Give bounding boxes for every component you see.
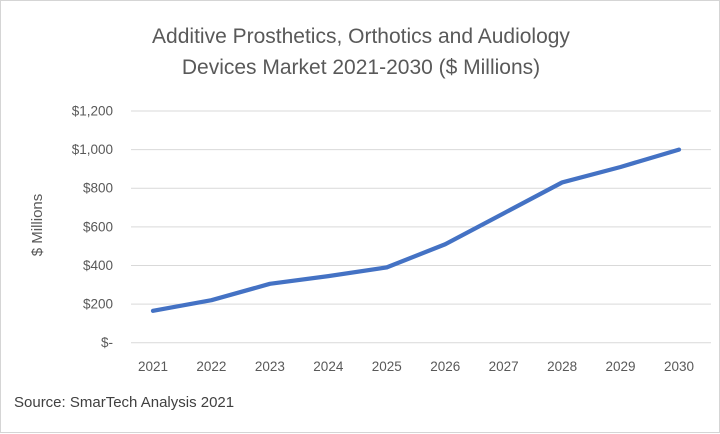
x-tick-label: 2028 [547, 359, 577, 374]
x-tick-label: 2023 [255, 359, 285, 374]
x-tick-label: 2022 [196, 359, 226, 374]
x-tick-label: 2021 [138, 359, 168, 374]
source-note: Source: SmarTech Analysis 2021 [14, 394, 235, 411]
chart-title: Additive Prosthetics, Orthotics and Audi… [1, 21, 720, 83]
y-tick-label: $600 [83, 219, 113, 234]
y-tick-label: $1,000 [72, 142, 113, 157]
x-tick-label: 2024 [313, 359, 344, 374]
chart-title-line-1: Additive Prosthetics, Orthotics and Audi… [152, 25, 570, 48]
y-tick-label: $200 [83, 297, 113, 312]
x-tick-label: 2029 [606, 359, 636, 374]
y-tick-label: $800 [83, 181, 113, 196]
market-trend-line [150, 147, 682, 313]
y-tick-label: $400 [83, 258, 113, 273]
chart-title-line-2: Devices Market 2021-2030 ($ Millions) [181, 56, 541, 79]
y-tick-label: $- [101, 335, 113, 350]
x-tick-label: 2026 [430, 359, 460, 374]
x-tick-label: 2025 [372, 359, 402, 374]
x-tick-label: 2027 [489, 359, 519, 374]
y-tick-label: $1,200 [72, 104, 113, 119]
x-tick-label: 2030 [664, 359, 694, 374]
